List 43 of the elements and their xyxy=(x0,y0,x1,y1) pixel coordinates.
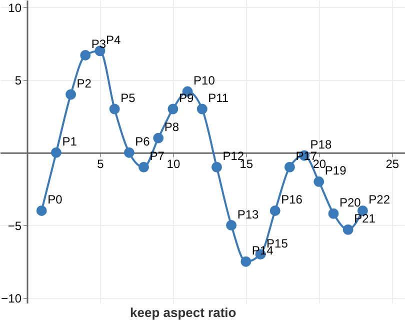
point xyxy=(314,176,324,187)
point xyxy=(50,147,62,158)
point xyxy=(270,205,280,216)
annotation: P18 xyxy=(310,137,332,152)
annotation: P6 xyxy=(135,134,150,149)
point xyxy=(240,256,252,267)
annotation: P22 xyxy=(368,192,390,207)
annotation: P10 xyxy=(194,74,216,88)
annotation: P20 xyxy=(339,196,362,210)
point xyxy=(36,205,47,216)
point xyxy=(168,104,178,114)
point xyxy=(328,208,339,219)
x-tick-label: 20 xyxy=(312,157,326,172)
point xyxy=(226,220,237,230)
point xyxy=(138,162,149,172)
annotation: P3 xyxy=(91,37,106,52)
annotation: P4 xyxy=(106,32,121,47)
x-tick-label: 25 xyxy=(386,157,400,172)
x-tick-label: 10 xyxy=(166,157,180,172)
annotation: P16 xyxy=(281,192,303,207)
annotation: P5 xyxy=(120,90,136,105)
y-tick-label: −10 xyxy=(1,291,22,306)
annotation: P1 xyxy=(62,134,78,149)
x-tick-label: 5 xyxy=(97,157,104,172)
y-tick-label: 10 xyxy=(8,0,22,15)
point xyxy=(153,132,164,144)
y-tick-label: 5 xyxy=(14,73,22,88)
point xyxy=(196,104,208,114)
point xyxy=(211,162,222,172)
annotation: P13 xyxy=(237,207,259,222)
y-tick-label: −5 xyxy=(8,218,22,233)
point xyxy=(124,147,134,158)
annotation: P19 xyxy=(324,164,347,178)
point xyxy=(342,224,354,235)
point xyxy=(80,50,91,60)
annotation: P0 xyxy=(48,192,63,207)
annotation: P2 xyxy=(76,76,92,90)
point xyxy=(284,162,295,172)
annotation: P11 xyxy=(208,90,229,105)
point xyxy=(109,104,120,114)
point xyxy=(66,89,76,100)
annotation: P8 xyxy=(164,120,180,134)
text: keep aspect ratio xyxy=(130,305,236,320)
